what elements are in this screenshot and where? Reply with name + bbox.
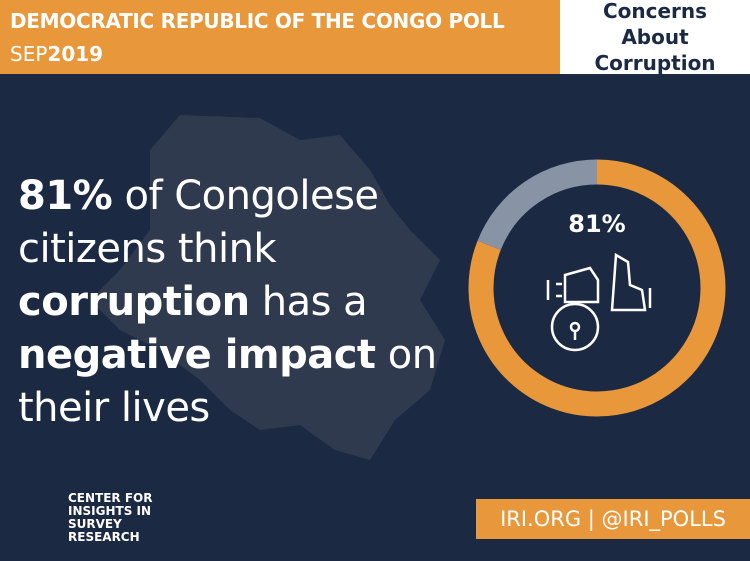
value-label: 81% bbox=[568, 210, 625, 238]
month: SEP bbox=[10, 42, 48, 66]
logo-line: INSIGHTS IN bbox=[68, 504, 152, 518]
logo: CENTER FOR INSIGHTS IN SURVEY RESEARCH bbox=[68, 492, 153, 544]
headline: 81% of Congolese citizens think corrupti… bbox=[18, 170, 468, 435]
icon bbox=[546, 252, 652, 352]
map-silhouette bbox=[90, 115, 445, 460]
headline-part: of Congolese citizens think bbox=[18, 173, 379, 272]
header-title: DEMOCRATIC REPUBLIC OF THE CONGO POLL bbox=[10, 9, 505, 33]
footer: IRI.ORG | @IRI_POLLS bbox=[476, 499, 750, 539]
logo-line: CENTER FOR bbox=[68, 491, 153, 505]
headline-part: 81% bbox=[18, 173, 113, 219]
header-banner: DEMOCRATIC REPUBLIC OF THE CONGO POLL SE… bbox=[0, 0, 560, 74]
headline-part: corruption bbox=[18, 279, 250, 325]
logo-line: SURVEY bbox=[68, 517, 122, 531]
topic-text: Concerns About Corruption bbox=[594, 0, 716, 75]
year: 2019 bbox=[47, 42, 104, 66]
header-date: SEP2019 bbox=[10, 42, 103, 66]
headline-part: on their lives bbox=[18, 332, 437, 431]
headline-part: has a bbox=[249, 279, 368, 325]
logo-line: RESEARCH bbox=[68, 530, 140, 544]
donut-segment bbox=[477, 159, 598, 251]
headline-part: negative impact bbox=[18, 332, 376, 378]
topic: Concerns About Corruption bbox=[560, 0, 750, 75]
donut-segment bbox=[468, 159, 726, 417]
